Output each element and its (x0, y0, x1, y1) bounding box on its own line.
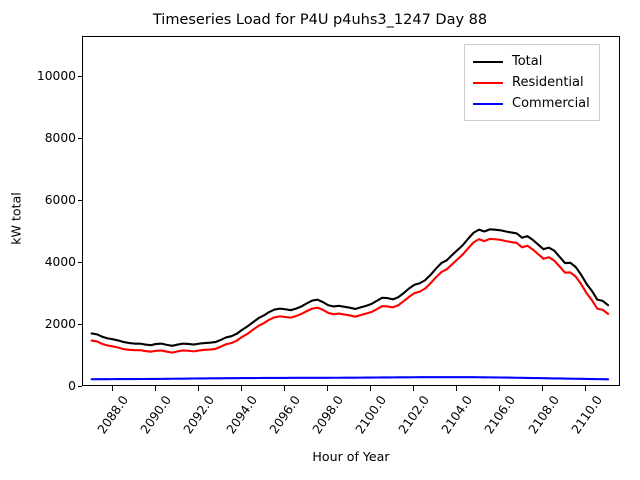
y-tick-mark (77, 199, 82, 201)
y-tick-mark (77, 137, 82, 139)
legend-label: Total (512, 54, 543, 69)
x-tick-mark (111, 386, 113, 391)
x-tick-mark (498, 386, 501, 391)
x-tick-mark (585, 386, 587, 391)
y-tick-mark (77, 385, 82, 387)
y-tick-mark (77, 75, 82, 77)
legend-swatch-residential (473, 81, 503, 84)
legend-item: Total (473, 51, 590, 72)
x-tick-label: 2104.0 (439, 393, 476, 437)
x-tick-mark (455, 386, 458, 391)
series-line-residential (90, 237, 610, 354)
series-line-total (90, 228, 610, 347)
plot-lines (90, 228, 610, 381)
x-tick-mark (369, 386, 371, 391)
x-tick-mark (542, 386, 544, 391)
y-axis-tick-labels: 0 2000 4000 6000 8000 10000 (10, 0, 76, 480)
x-tick-mark (240, 386, 242, 391)
x-tick-mark (283, 386, 285, 391)
y-tick-label: 2000 (44, 317, 76, 332)
y-tick-label: 10000 (36, 69, 76, 84)
legend: Total Residential Commercial (464, 44, 600, 121)
x-tick-mark (197, 386, 199, 391)
y-tick-mark (77, 261, 82, 263)
x-tick-label: 2098.0 (310, 393, 347, 437)
x-tick-mark (326, 386, 328, 391)
x-tick-label: 2092.0 (181, 393, 218, 437)
legend-swatch-total (473, 60, 503, 63)
x-tick-label: 2090.0 (138, 393, 175, 437)
x-tick-label: 2102.0 (396, 393, 433, 437)
legend-item: Commercial (473, 93, 590, 114)
legend-item: Residential (473, 72, 590, 93)
x-tick-mark (412, 386, 414, 391)
x-tick-label: 2094.0 (224, 393, 261, 437)
y-tick-label: 4000 (44, 255, 76, 270)
x-tick-label: 2110.0 (568, 393, 605, 437)
x-axis-label: Hour of Year (312, 449, 390, 464)
legend-swatch-commercial (473, 102, 503, 105)
plot-area (82, 36, 620, 386)
x-tick-label: 2108.0 (525, 393, 562, 437)
x-tick-label: 2100.0 (353, 393, 390, 437)
y-tick-label: 0 (68, 379, 76, 393)
series-line-commercial (90, 376, 610, 381)
y-tick-label: 8000 (44, 131, 76, 146)
x-tick-mark (154, 386, 156, 391)
legend-label: Residential (512, 75, 584, 90)
x-tick-label: 2096.0 (267, 393, 304, 437)
y-tick-label: 6000 (44, 193, 76, 208)
y-tick-mark (77, 323, 82, 325)
legend-label: Commercial (512, 96, 590, 111)
x-tick-label: 2088.0 (95, 393, 132, 437)
chart-title: Timeseries Load for P4U p4uhs3_1247 Day … (152, 12, 488, 28)
x-tick-label: 2106.0 (482, 393, 519, 437)
